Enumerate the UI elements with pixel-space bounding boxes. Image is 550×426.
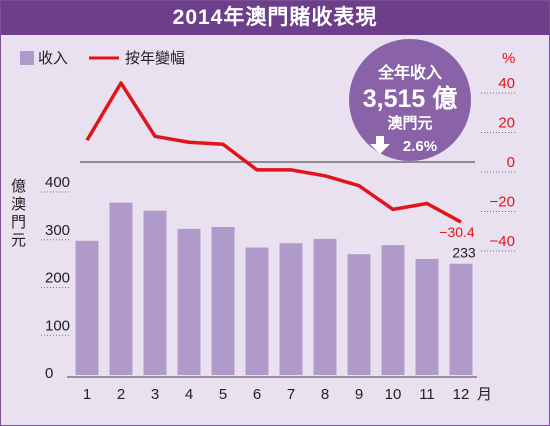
badge-total-value: 3,515 億	[363, 84, 458, 113]
x-tick-label: 3	[151, 386, 159, 403]
bar-9	[347, 254, 371, 375]
left-axis-label-char: 澳	[11, 196, 26, 213]
badge-unit: 澳門元	[387, 114, 432, 132]
right-tick-label: 0	[507, 154, 515, 171]
bar-2	[109, 202, 133, 375]
legend-bar-label: 收入	[38, 50, 68, 67]
x-tick-label: 8	[321, 386, 329, 403]
left-axis-label-char: 門	[11, 214, 26, 231]
x-tick-label: 7	[287, 386, 295, 403]
left-axis-label-char: 元	[11, 232, 26, 249]
down-arrow-icon	[370, 136, 390, 154]
bar-12	[449, 263, 473, 375]
x-tick-label: 1	[83, 386, 91, 403]
right-tick-label: 20	[498, 115, 515, 132]
right-axis-label: %	[502, 50, 515, 67]
x-axis-suffix: 月	[477, 386, 492, 403]
right-tick-label: 40	[498, 75, 515, 92]
left-tick-label: 0	[45, 365, 53, 382]
x-axis: 1 2 3 4 5 6 7 8 9 10 11 12 月	[83, 386, 492, 403]
bar-5	[211, 226, 235, 375]
bar-3	[143, 210, 167, 375]
bar-1	[75, 240, 99, 375]
left-axis-label-char: 億	[11, 178, 26, 195]
x-tick-label: 2	[117, 386, 125, 403]
left-tick-label: 100	[45, 317, 70, 334]
bar-10	[381, 245, 405, 375]
x-tick-label: 5	[219, 386, 227, 403]
x-tick-label: 4	[185, 386, 193, 403]
badge-change: 2.6%	[403, 138, 437, 155]
x-tick-label: 11	[419, 386, 435, 403]
bar-11	[415, 258, 439, 375]
line-series	[85, 81, 462, 224]
last-bar-data-label: 233	[452, 245, 476, 261]
x-tick-label: 6	[253, 386, 261, 403]
left-tick-label: 300	[45, 222, 70, 239]
x-tick-label: 10	[385, 386, 402, 403]
legend-bar-swatch	[20, 51, 34, 65]
badge-circle	[349, 39, 471, 161]
bar-7	[279, 243, 303, 375]
bar-series	[75, 202, 473, 375]
left-tick-label: 200	[45, 270, 70, 287]
annual-total-badge: 全年收入 3,515 億 澳門元 2.6%	[349, 39, 471, 161]
x-tick-label: 12	[453, 386, 470, 403]
bar-8	[313, 238, 337, 375]
legend-line-label: 按年變幅	[125, 50, 185, 67]
chart-title: 2014年澳門賭收表現	[1, 1, 549, 35]
legend: 收入 按年變幅	[20, 50, 185, 67]
right-tick-label: −40	[490, 233, 515, 250]
x-tick-label: 9	[355, 386, 363, 403]
last-line-data-label: −30.4	[439, 224, 475, 240]
right-tick-label: −20	[490, 194, 515, 211]
badge-line1: 全年收入	[377, 63, 442, 82]
left-tick-label: 400	[45, 174, 70, 191]
bar-4	[177, 228, 201, 375]
bar-6	[245, 247, 269, 375]
right-axis: % 40 20 0 −20 −40	[481, 50, 515, 252]
